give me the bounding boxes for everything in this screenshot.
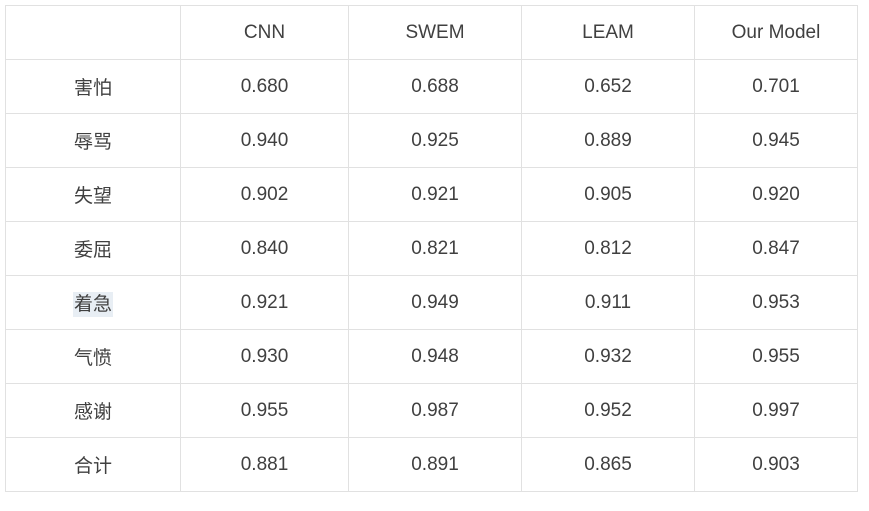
row-label-cell: 感谢	[5, 383, 181, 438]
value-cell: 0.940	[180, 113, 349, 168]
value-cell: 0.701	[694, 59, 858, 114]
value-cell: 0.812	[521, 221, 695, 276]
header-row: CNN SWEM LEAM Our Model	[5, 5, 858, 60]
row-label: 辱骂	[73, 132, 112, 153]
value-cell: 0.652	[521, 59, 695, 114]
value-cell: 0.903	[694, 437, 858, 492]
value-cell: 0.902	[180, 167, 349, 222]
column-header: SWEM	[348, 5, 522, 60]
value-cell: 0.680	[180, 59, 349, 114]
row-label: 合计	[73, 456, 112, 477]
value-cell: 0.955	[694, 329, 858, 384]
table-header: CNN SWEM LEAM Our Model	[5, 5, 858, 60]
row-label: 害怕	[73, 78, 112, 99]
value-cell: 0.905	[521, 167, 695, 222]
value-cell: 0.889	[521, 113, 695, 168]
value-cell: 0.952	[521, 383, 695, 438]
row-label-cell: 辱骂	[5, 113, 181, 168]
table-row: 失望 0.902 0.921 0.905 0.920	[5, 167, 858, 222]
column-header: CNN	[180, 5, 349, 60]
value-cell: 0.997	[694, 383, 858, 438]
table-row: 感谢 0.955 0.987 0.952 0.997	[5, 383, 858, 438]
row-label: 失望	[73, 186, 112, 207]
value-cell: 0.921	[180, 275, 349, 330]
row-label-cell: 害怕	[5, 59, 181, 114]
value-cell: 0.891	[348, 437, 522, 492]
value-cell: 0.949	[348, 275, 522, 330]
row-label-cell: 失望	[5, 167, 181, 222]
table-row: 着急 0.921 0.949 0.911 0.953	[5, 275, 858, 330]
column-header: LEAM	[521, 5, 695, 60]
value-cell: 0.987	[348, 383, 522, 438]
value-cell: 0.865	[521, 437, 695, 492]
column-header: Our Model	[694, 5, 858, 60]
value-cell: 0.911	[521, 275, 695, 330]
value-cell: 0.932	[521, 329, 695, 384]
table-row: 气愤 0.930 0.948 0.932 0.955	[5, 329, 858, 384]
table-row: 辱骂 0.940 0.925 0.889 0.945	[5, 113, 858, 168]
value-cell: 0.945	[694, 113, 858, 168]
value-cell: 0.840	[180, 221, 349, 276]
value-cell: 0.948	[348, 329, 522, 384]
row-label: 感谢	[73, 402, 112, 423]
value-cell: 0.920	[694, 167, 858, 222]
corner-header	[5, 5, 181, 60]
value-cell: 0.821	[348, 221, 522, 276]
value-cell: 0.847	[694, 221, 858, 276]
results-table: CNN SWEM LEAM Our Model 害怕 0.680 0.688 0.652 0.…	[5, 5, 858, 492]
value-cell: 0.953	[694, 275, 858, 330]
row-label-cell: 着急	[5, 275, 181, 330]
value-cell: 0.925	[348, 113, 522, 168]
table-body: 害怕 0.680 0.688 0.652 0.701 辱骂 0.940 0.925 0.889 0…	[5, 59, 858, 492]
row-label-cell: 委屈	[5, 221, 181, 276]
value-cell: 0.881	[180, 437, 349, 492]
table-row: 害怕 0.680 0.688 0.652 0.701	[5, 59, 858, 114]
row-label-cell: 合计	[5, 437, 181, 492]
page: CNN SWEM LEAM Our Model 害怕 0.680 0.688 0.652 0.…	[0, 5, 869, 511]
value-cell: 0.930	[180, 329, 349, 384]
value-cell: 0.921	[348, 167, 522, 222]
value-cell: 0.955	[180, 383, 349, 438]
row-label: 气愤	[73, 348, 112, 369]
row-label-cell: 气愤	[5, 329, 181, 384]
value-cell: 0.688	[348, 59, 522, 114]
table-row: 合计 0.881 0.891 0.865 0.903	[5, 437, 858, 492]
table-row: 委屈 0.840 0.821 0.812 0.847	[5, 221, 858, 276]
row-label: 委屈	[73, 240, 112, 261]
row-label: 着急	[72, 292, 113, 317]
